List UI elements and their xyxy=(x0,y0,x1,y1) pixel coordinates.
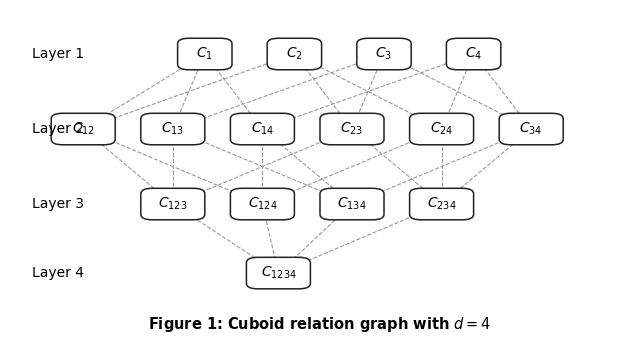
FancyBboxPatch shape xyxy=(410,188,474,220)
FancyBboxPatch shape xyxy=(230,113,294,145)
FancyBboxPatch shape xyxy=(447,38,500,70)
Text: $C_{124}$: $C_{124}$ xyxy=(248,196,277,212)
FancyBboxPatch shape xyxy=(357,38,412,70)
Text: $C_{123}$: $C_{123}$ xyxy=(158,196,188,212)
Text: $C_4$: $C_4$ xyxy=(465,46,482,62)
Text: Layer 2: Layer 2 xyxy=(31,122,84,136)
FancyBboxPatch shape xyxy=(230,188,294,220)
Text: Layer 4: Layer 4 xyxy=(31,266,84,280)
Text: $C_2$: $C_2$ xyxy=(286,46,303,62)
FancyBboxPatch shape xyxy=(178,38,232,70)
Text: $C_{234}$: $C_{234}$ xyxy=(427,196,456,212)
Text: Layer 1: Layer 1 xyxy=(31,47,84,61)
Text: $C_{14}$: $C_{14}$ xyxy=(251,121,274,137)
FancyBboxPatch shape xyxy=(320,188,384,220)
Text: $C_3$: $C_3$ xyxy=(376,46,392,62)
FancyBboxPatch shape xyxy=(141,113,205,145)
Text: $C_1$: $C_1$ xyxy=(196,46,213,62)
FancyBboxPatch shape xyxy=(246,257,310,289)
Text: Figure 1: Cuboid relation graph with $d = 4$: Figure 1: Cuboid relation graph with $d … xyxy=(148,315,492,334)
Text: $C_{1234}$: $C_{1234}$ xyxy=(260,265,296,281)
Text: $C_{12}$: $C_{12}$ xyxy=(72,121,95,137)
Text: $C_{134}$: $C_{134}$ xyxy=(337,196,367,212)
FancyBboxPatch shape xyxy=(268,38,322,70)
Text: $C_{13}$: $C_{13}$ xyxy=(161,121,184,137)
FancyBboxPatch shape xyxy=(51,113,115,145)
Text: $C_{34}$: $C_{34}$ xyxy=(520,121,543,137)
FancyBboxPatch shape xyxy=(320,113,384,145)
FancyBboxPatch shape xyxy=(410,113,474,145)
FancyBboxPatch shape xyxy=(499,113,563,145)
Text: $C_{23}$: $C_{23}$ xyxy=(340,121,364,137)
FancyBboxPatch shape xyxy=(141,188,205,220)
Text: $C_{24}$: $C_{24}$ xyxy=(430,121,453,137)
Text: Layer 3: Layer 3 xyxy=(31,197,84,211)
